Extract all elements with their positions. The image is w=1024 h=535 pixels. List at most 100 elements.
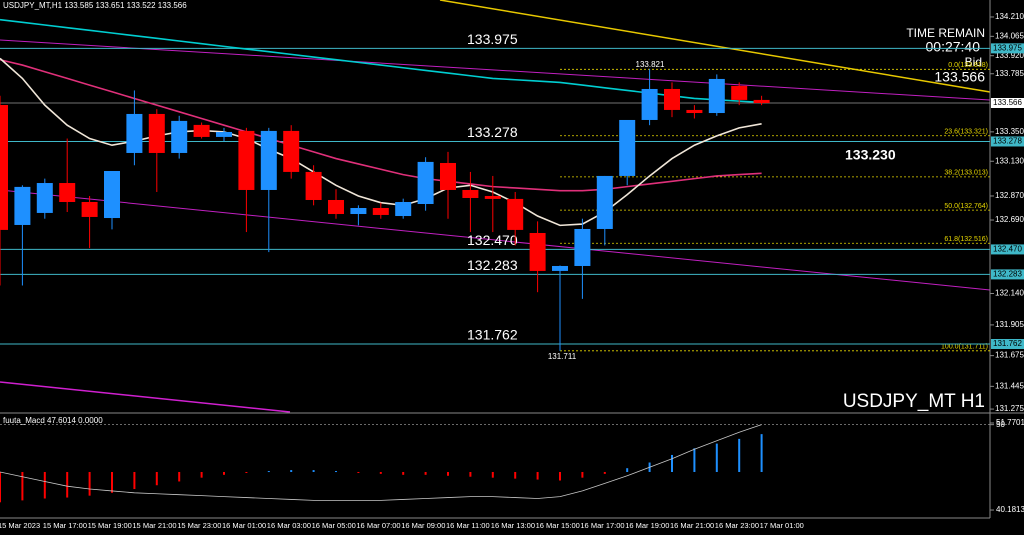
candle-body bbox=[552, 265, 568, 271]
candle-body bbox=[664, 88, 680, 110]
fib-label: 38.2(133.013) bbox=[944, 170, 988, 177]
level-tag-label: 133.975 bbox=[993, 43, 1022, 52]
trend-line bbox=[0, 189, 991, 291]
macd-tick-label: 40.1813 bbox=[996, 505, 1024, 514]
macd-bar bbox=[66, 471, 69, 498]
macd-bar bbox=[88, 471, 91, 496]
macd-bar bbox=[267, 471, 270, 473]
bid-label: Bid bbox=[965, 55, 982, 69]
macd-bar bbox=[223, 471, 225, 475]
x-tick-label: 16 Mar 11:00 bbox=[446, 521, 490, 530]
candle-body bbox=[328, 199, 344, 215]
moving-average bbox=[0, 58, 762, 192]
level-text: 133.278 bbox=[467, 124, 518, 140]
level-tag bbox=[991, 244, 1024, 255]
y-tick-label: 132.870 bbox=[995, 191, 1024, 200]
y-tick-label: 133.785 bbox=[995, 69, 1024, 78]
level-tag-label: 132.470 bbox=[993, 245, 1022, 254]
level-tag-label: 132.283 bbox=[993, 270, 1022, 279]
macd-tick-label: 50 bbox=[996, 420, 1005, 429]
candle-body bbox=[305, 171, 322, 200]
y-tick-label: 131.905 bbox=[995, 320, 1024, 329]
candle-body bbox=[484, 195, 501, 199]
candle-body bbox=[417, 161, 434, 204]
x-tick-label: 16 Mar 09:00 bbox=[401, 521, 445, 530]
macd-tick-label: 51.7701 bbox=[996, 418, 1024, 427]
macd-bar bbox=[559, 471, 561, 481]
symbol-label: USDJPY_MT H1 bbox=[843, 391, 985, 412]
macd-bar bbox=[715, 443, 718, 472]
fib-label: 50.0(132.764) bbox=[944, 203, 988, 210]
macd-bar bbox=[760, 434, 763, 472]
x-tick-label: 15 Mar 23:00 bbox=[177, 521, 221, 530]
y-tick-label: 133.130 bbox=[995, 156, 1024, 165]
candle-body bbox=[0, 105, 8, 230]
fib-label: 61.8(132.516) bbox=[944, 236, 988, 243]
time-remain: 00:27:40 bbox=[926, 39, 981, 55]
candle-body bbox=[260, 130, 277, 190]
candle-body bbox=[238, 130, 255, 190]
macd-bar bbox=[447, 471, 449, 476]
candle-body bbox=[59, 183, 76, 202]
x-tick-label: 16 Mar 17:00 bbox=[580, 521, 624, 530]
trend-line bbox=[0, 39, 991, 101]
level-text: 132.470 bbox=[467, 232, 518, 248]
candle-body bbox=[126, 113, 143, 153]
macd-bar bbox=[21, 471, 24, 501]
macd-bar bbox=[693, 448, 696, 472]
candle-body bbox=[14, 186, 31, 225]
level-tag-label: 131.762 bbox=[993, 339, 1022, 348]
trend-line bbox=[0, 381, 291, 413]
candle-body bbox=[641, 88, 658, 120]
x-tick-label: 16 Mar 15:00 bbox=[536, 521, 580, 530]
macd-bar bbox=[603, 471, 606, 474]
candle-body bbox=[596, 175, 613, 229]
level-text: 132.283 bbox=[467, 257, 518, 273]
trend-line bbox=[439, 0, 991, 93]
candle-body bbox=[507, 198, 524, 230]
macd-bar bbox=[178, 471, 181, 482]
macd-bar bbox=[245, 471, 248, 473]
trend-lines bbox=[0, 0, 991, 413]
x-tick-label: 16 Mar 21:00 bbox=[670, 521, 714, 530]
candle-body bbox=[283, 130, 300, 172]
fib-label: 23.6(133.321) bbox=[944, 129, 988, 136]
x-tick-label: 16 Mar 07:00 bbox=[356, 521, 400, 530]
x-tick-label: 16 Mar 03:00 bbox=[267, 521, 311, 530]
macd-bar bbox=[290, 470, 293, 472]
y-tick-label: 131.675 bbox=[995, 351, 1024, 360]
x-tick-label: 16 Mar 01:00 bbox=[222, 521, 266, 530]
candle-body bbox=[395, 201, 412, 217]
candle-body bbox=[171, 120, 188, 153]
x-tick-label: 17 Mar 01:00 bbox=[760, 521, 804, 530]
x-tick-label: 15 Mar 19:00 bbox=[88, 521, 132, 530]
macd-bar bbox=[738, 438, 741, 472]
macd-bar bbox=[43, 471, 46, 499]
macd-bar bbox=[626, 468, 629, 472]
candle-body bbox=[193, 124, 210, 137]
candle-body bbox=[216, 131, 232, 137]
x-tick-label: 15 Mar 17:00 bbox=[43, 521, 87, 530]
macd-bar bbox=[312, 470, 315, 472]
y-tick-label: 132.140 bbox=[995, 289, 1024, 298]
bid-price: 133.566 bbox=[934, 69, 985, 85]
macd-bar bbox=[335, 471, 337, 473]
level-text: 131.762 bbox=[467, 327, 518, 343]
candle-body bbox=[574, 228, 591, 266]
candle-body bbox=[753, 99, 770, 104]
bid-tag bbox=[991, 98, 1024, 109]
annotation-low: 131.711 bbox=[548, 352, 577, 361]
level-tag bbox=[991, 269, 1024, 280]
candle-body bbox=[619, 119, 636, 176]
candle-body bbox=[372, 208, 389, 215]
macd-bar bbox=[671, 454, 673, 472]
candle-body bbox=[148, 113, 165, 153]
annotation-high: 133.821 bbox=[636, 60, 665, 69]
macd-bar bbox=[111, 471, 113, 493]
level-tag bbox=[991, 136, 1024, 147]
macd-bar bbox=[424, 471, 427, 475]
y-tick-label: 134.210 bbox=[995, 12, 1024, 21]
candle-body bbox=[686, 109, 703, 114]
fib-label: 0.0(133.818) bbox=[948, 62, 988, 69]
